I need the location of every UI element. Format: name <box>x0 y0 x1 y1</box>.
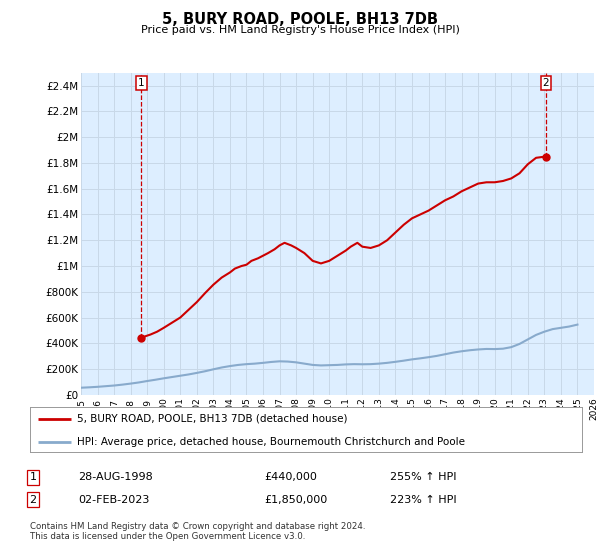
Text: 5, BURY ROAD, POOLE, BH13 7DB (detached house): 5, BURY ROAD, POOLE, BH13 7DB (detached … <box>77 414 347 424</box>
Text: Price paid vs. HM Land Registry's House Price Index (HPI): Price paid vs. HM Land Registry's House … <box>140 25 460 35</box>
Text: 28-AUG-1998: 28-AUG-1998 <box>78 472 153 482</box>
Text: 223% ↑ HPI: 223% ↑ HPI <box>390 494 457 505</box>
Text: 1: 1 <box>29 472 37 482</box>
Text: £440,000: £440,000 <box>264 472 317 482</box>
Text: Contains HM Land Registry data © Crown copyright and database right 2024.
This d: Contains HM Land Registry data © Crown c… <box>30 522 365 542</box>
Text: HPI: Average price, detached house, Bournemouth Christchurch and Poole: HPI: Average price, detached house, Bour… <box>77 437 465 447</box>
Text: 1: 1 <box>138 78 145 87</box>
Text: 02-FEB-2023: 02-FEB-2023 <box>78 494 149 505</box>
Text: 5, BURY ROAD, POOLE, BH13 7DB: 5, BURY ROAD, POOLE, BH13 7DB <box>162 12 438 27</box>
Text: 2: 2 <box>542 78 549 87</box>
Text: £1,850,000: £1,850,000 <box>264 494 327 505</box>
Text: 2: 2 <box>29 494 37 505</box>
Text: 255% ↑ HPI: 255% ↑ HPI <box>390 472 457 482</box>
